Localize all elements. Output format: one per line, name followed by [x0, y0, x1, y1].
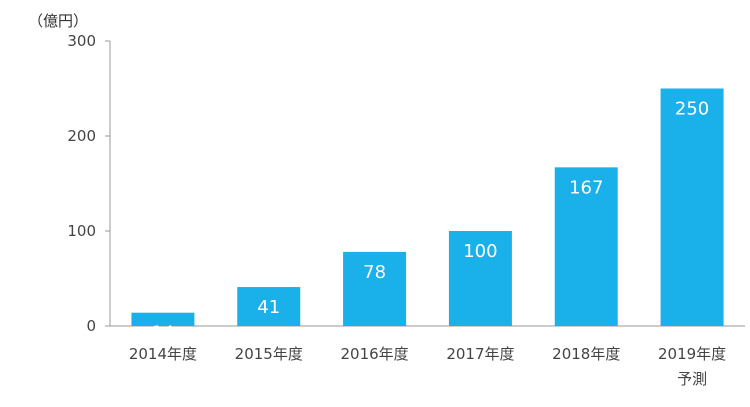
x-category-label: 2017年度 [446, 345, 514, 363]
bars-group: 14 41 78 100 167 250 [131, 88, 724, 344]
bar [237, 287, 301, 326]
bar-value-label: 167 [569, 177, 603, 198]
bar-value-label: 250 [675, 99, 709, 120]
bar-value-label: 14 [151, 323, 174, 344]
x-category-label: 2014年度 [129, 345, 197, 363]
bar [660, 88, 724, 326]
x-category-label: 予測 [677, 370, 707, 388]
bar [448, 231, 512, 326]
y-tick-label: 0 [86, 317, 96, 335]
y-axis-ticks: 0 100 200 300 [67, 32, 110, 335]
x-category-label: 2018年度 [552, 345, 620, 363]
y-tick-label: 100 [67, 222, 96, 240]
bar [554, 167, 618, 326]
bar [131, 312, 195, 326]
bar-value-label: 100 [463, 241, 497, 262]
y-tick-label: 300 [67, 32, 96, 50]
x-category-label: 2016年度 [340, 345, 408, 363]
y-axis-unit-label: （億円） [28, 12, 88, 30]
y-tick-label: 200 [67, 127, 96, 145]
x-category-label: 2015年度 [235, 345, 303, 363]
x-category-label: 2019年度 [658, 345, 726, 363]
bar-value-label: 78 [363, 262, 386, 283]
bar-value-label: 41 [257, 297, 280, 318]
bar [343, 251, 407, 326]
